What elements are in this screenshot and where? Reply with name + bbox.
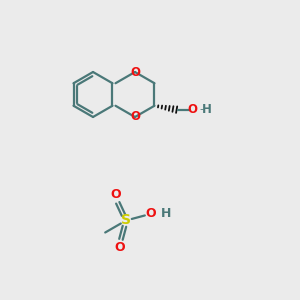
Text: O: O [130, 65, 140, 79]
Text: O: O [110, 188, 121, 202]
Text: O: O [114, 241, 125, 254]
Text: -: - [199, 104, 203, 114]
Text: S: S [121, 214, 131, 227]
Text: H: H [202, 103, 212, 116]
Text: O: O [188, 103, 198, 116]
Text: O: O [130, 110, 140, 124]
Text: H: H [161, 207, 171, 220]
Text: O: O [145, 207, 156, 220]
